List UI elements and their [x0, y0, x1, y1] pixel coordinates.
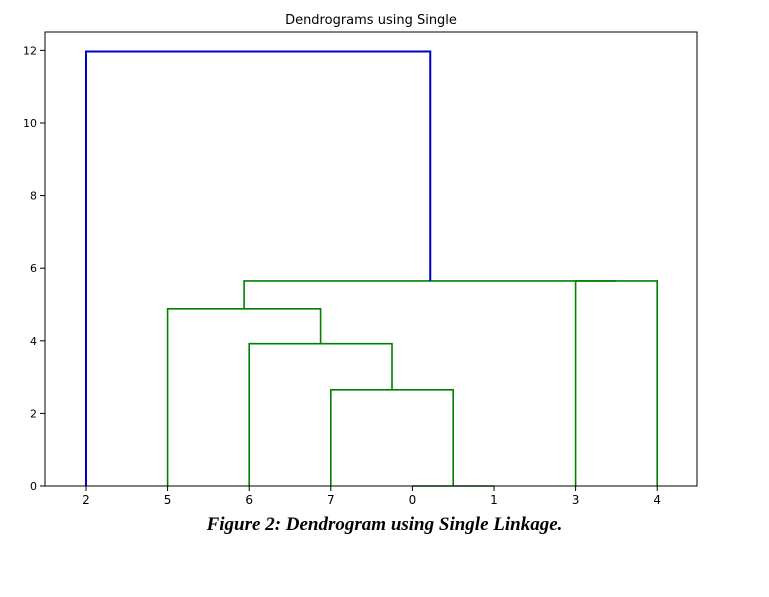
y-tick-label-4: 4: [30, 335, 37, 348]
x-tick-label-7: 7: [327, 493, 335, 507]
dendrogram-link-5_6_7_0_1-3_4: [243, 280, 617, 309]
y-tick-label-2: 2: [30, 407, 37, 420]
y-tick-label-8: 8: [30, 190, 37, 203]
y-tick-label-6: 6: [30, 262, 37, 275]
x-tick-label-5: 5: [164, 493, 172, 507]
figure-caption: Figure 2: Dendrogram using Single Linkag…: [206, 514, 563, 535]
dendrogram-link-5-6_7_0_1: [166, 308, 322, 486]
dendrogram-link-6-7_0_1: [248, 342, 393, 486]
x-tick-label-6: 6: [245, 493, 253, 507]
x-tick-label-0: 0: [409, 493, 417, 507]
chart-title: Dendrograms using Single: [285, 13, 457, 28]
dendrogram-link-7-0_1: [329, 389, 455, 486]
y-tick-label-10: 10: [23, 117, 37, 130]
plot-frame: [44, 31, 698, 487]
x-axis: 2 5 6 7 0 1 3 4: [82, 486, 661, 507]
x-tick-label-2: 2: [82, 493, 90, 507]
x-tick-label-3: 3: [572, 493, 580, 507]
y-tick-label-12: 12: [23, 44, 37, 57]
x-tick-label-1: 1: [490, 493, 498, 507]
dendrogram-links: [85, 50, 659, 487]
y-axis: 0 2 4 6 8 10 12: [23, 44, 45, 493]
y-tick-label-0: 0: [30, 480, 37, 493]
x-tick-label-4: 4: [653, 493, 661, 507]
dendrogram-link-3-4: [574, 280, 659, 486]
dendrogram-link-2-5_6_7_0_1_3_4: [85, 50, 432, 486]
